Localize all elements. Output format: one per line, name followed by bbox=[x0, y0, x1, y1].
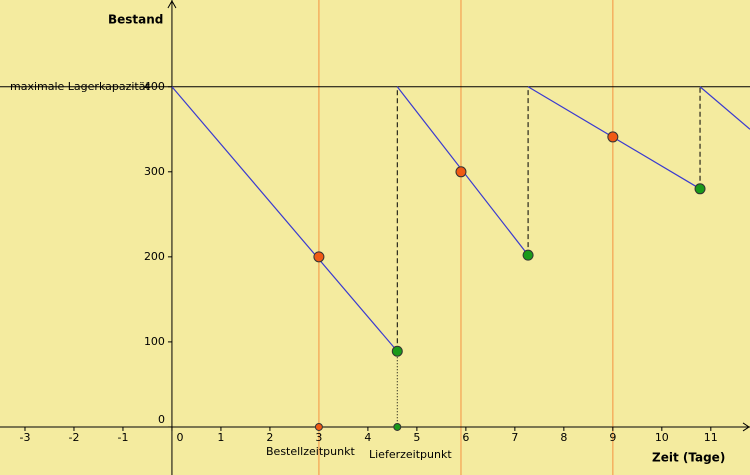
x-tick-label: 5 bbox=[413, 431, 420, 444]
x-tick-label: 3 bbox=[315, 431, 322, 444]
x-tick-label: 8 bbox=[560, 431, 567, 444]
axis-point bbox=[314, 422, 323, 431]
y-tick-label: 200 bbox=[144, 250, 165, 263]
y-tick-label: 100 bbox=[144, 335, 165, 348]
stock-line bbox=[699, 86, 750, 130]
delivery-point bbox=[391, 345, 403, 357]
delivery-point bbox=[694, 183, 706, 195]
y-tick-label: 300 bbox=[144, 165, 165, 178]
x-tick-label: -2 bbox=[68, 431, 79, 444]
order-point bbox=[313, 251, 325, 263]
x-tick-label: 7 bbox=[511, 431, 518, 444]
x-tick-label: 9 bbox=[609, 431, 616, 444]
capacity-label: maximale Lagerkapazität bbox=[10, 80, 150, 93]
delivery-point bbox=[522, 249, 534, 261]
axis-point bbox=[393, 422, 402, 431]
y-tick-label: 400 bbox=[144, 80, 165, 93]
delivery-label: Lieferzeitpunkt bbox=[369, 448, 452, 461]
x-tick-label: -3 bbox=[19, 431, 30, 444]
x-tick-label: 10 bbox=[655, 431, 669, 444]
x-tick-label: 11 bbox=[704, 431, 718, 444]
x-tick-label: 4 bbox=[364, 431, 371, 444]
x-tick-label: 6 bbox=[462, 431, 469, 444]
x-tick-label: -1 bbox=[117, 431, 128, 444]
x-axis-arrow bbox=[742, 422, 750, 432]
order-point bbox=[455, 166, 467, 178]
x-axis-label: Zeit (Tage) bbox=[652, 451, 725, 465]
x-tick-label: 2 bbox=[266, 431, 273, 444]
stock-line bbox=[171, 86, 398, 352]
order-label: Bestellzeitpunkt bbox=[266, 445, 355, 458]
x-tick-label: 0 bbox=[176, 431, 183, 444]
y-axis-label: Bestand bbox=[108, 13, 163, 27]
y-axis-arrow bbox=[167, 0, 177, 9]
x-tick-label: 1 bbox=[217, 431, 224, 444]
y-tick-label: 0 bbox=[158, 413, 165, 426]
order-point bbox=[607, 131, 619, 143]
